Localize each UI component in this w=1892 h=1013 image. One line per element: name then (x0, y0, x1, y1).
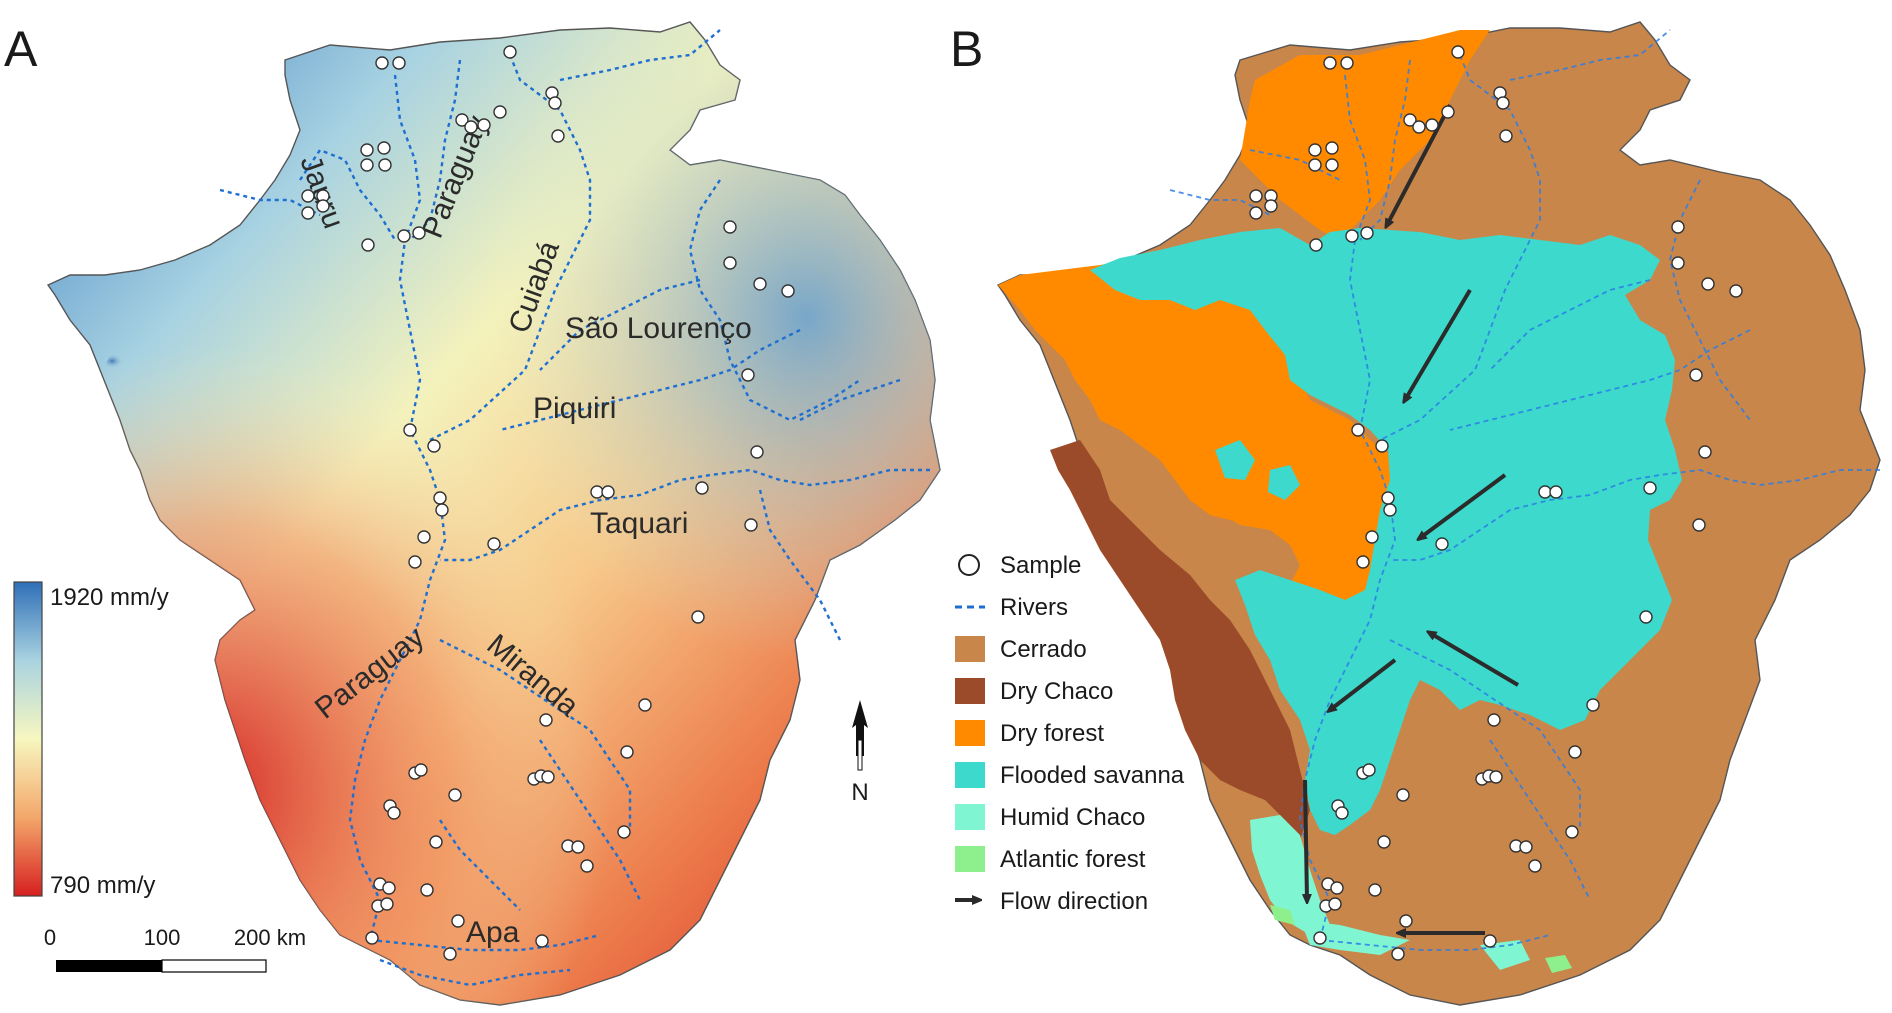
panel-b-letter: B (950, 21, 983, 77)
scale-tick-200: 200 km (234, 925, 306, 950)
legend-dry-forest-swatch (955, 720, 985, 746)
vegetation-dry-forest-islands (1190, 410, 1320, 530)
panel-a-letter: A (4, 21, 38, 77)
legend-flow-direction-label: Flow direction (1000, 888, 1148, 915)
legend-flooded-savanna-label: Flooded savanna (1000, 762, 1185, 789)
legend-dry-forest-label: Dry forest (1000, 720, 1104, 747)
colorbar-min-label: 790 mm/y (50, 872, 155, 899)
scale-bar: 0 100 200 km (44, 925, 306, 973)
river-label-taquari: Taquari (590, 507, 688, 540)
legend-dry-chaco-swatch (955, 678, 985, 704)
vegetation-humid-chaco (1250, 815, 1330, 935)
legend: Sample Rivers Cerrado Dry Chaco Dry fore… (955, 552, 1185, 915)
vegetation-atlantic-forest (1545, 955, 1572, 973)
rivers-b (1169, 29, 1880, 951)
river-label-piquiri: Piquiri (533, 392, 616, 425)
rivers-a (219, 29, 930, 987)
scale-tick-100: 100 (144, 925, 181, 950)
north-label: N (851, 779, 868, 806)
vegetation-flooded-savanna (1090, 228, 1682, 835)
legend-humid-chaco-label: Humid Chaco (1000, 804, 1145, 831)
samples-b (1249, 45, 1743, 961)
vegetation-dry-forest-north (1240, 30, 1490, 240)
legend-cerrado-label: Cerrado (1000, 636, 1087, 663)
river-label-apa: Apa (466, 916, 520, 949)
legend-atlantic-forest-label: Atlantic forest (1000, 846, 1146, 873)
legend-flooded-savanna-swatch (955, 762, 985, 788)
scale-tick-0: 0 (44, 925, 56, 950)
colorbar-max-label: 1920 mm/y (50, 584, 169, 611)
river-label-sao-lourenco: São Lourenço (565, 312, 752, 345)
legend-rivers-label: Rivers (1000, 594, 1068, 621)
north-arrow-icon: N (851, 700, 869, 806)
samples-a (301, 45, 795, 961)
legend-humid-chaco-swatch (955, 804, 985, 830)
legend-dry-chaco-label: Dry Chaco (1000, 678, 1113, 705)
panel-b: B (950, 21, 1881, 1006)
scale-segment-black (56, 960, 162, 972)
legend-cerrado-swatch (955, 636, 985, 662)
colorbar: 1920 mm/y 790 mm/y (13, 581, 169, 899)
panel-a: A Jauru Paraguay Cuia (4, 21, 941, 1006)
legend-sample-symbol (958, 554, 980, 576)
legend-atlantic-forest-swatch (955, 846, 985, 872)
vegetation-dry-chaco (1050, 440, 1310, 840)
colorbar-ramp (13, 581, 43, 897)
flow-arrows (1305, 104, 1520, 933)
scale-segment-white (161, 959, 267, 973)
legend-sample-label: Sample (1000, 552, 1081, 579)
